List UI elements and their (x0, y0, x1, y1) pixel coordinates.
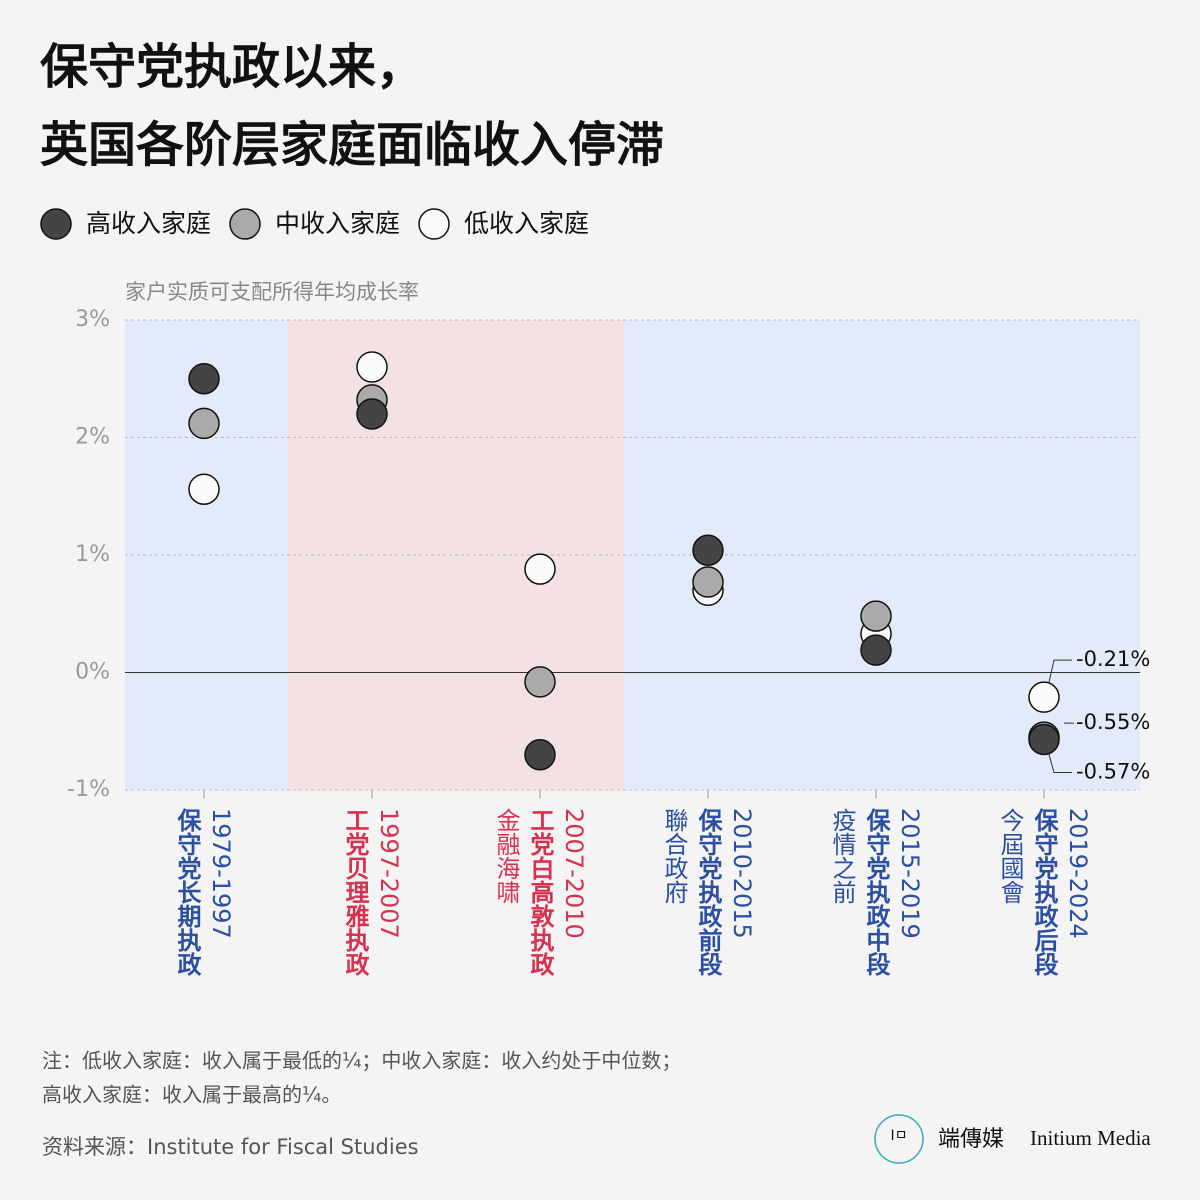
source: 资料来源：Institute for Fiscal Studies (42, 1135, 419, 1159)
y-tick-label: 0% (75, 660, 110, 685)
dot (1028, 681, 1060, 713)
x-tick-label: 2015-2019 (896, 808, 924, 939)
chart-title: 保守党执政以来， (40, 39, 424, 95)
dot (188, 473, 220, 505)
x-tick-label: 1979-1997 (207, 808, 235, 939)
data-label: -0.21% (1076, 647, 1150, 671)
x-tick-label: 2019-2024 (1064, 808, 1092, 939)
y-tick-label: -1% (67, 777, 110, 802)
period-label: 保守党执政前段 (694, 808, 723, 977)
note: 注：低收入家庭：收入属于最低的¼；中收入家庭：收入约处于中位数； (42, 1049, 681, 1073)
dot (860, 634, 892, 666)
logo-mark: Iㅁ (890, 1128, 907, 1144)
x-tick-label: 2010-2015 (728, 808, 756, 939)
period-band (125, 320, 288, 790)
legend-label: 中收入家庭 (275, 209, 400, 238)
period-label: 保守党执政中段 (862, 808, 891, 977)
chart-title: 英国各阶层家庭面临收入停滞 (40, 117, 664, 173)
period-label: 保守党执政后段 (1030, 808, 1059, 977)
label-leader (1048, 754, 1072, 773)
dot (692, 534, 724, 567)
dot (860, 600, 892, 632)
dot (356, 398, 388, 430)
logo (874, 1114, 924, 1164)
brand-en: Initium Media (1030, 1126, 1151, 1150)
period-label: 工党贝理雅执政 (341, 808, 369, 977)
dot (524, 739, 556, 771)
period-note: 金融海啸 (492, 808, 520, 904)
y-tick-label: 3% (75, 307, 110, 332)
brand: 端傳媒 (938, 1127, 1004, 1152)
label-leader (1048, 659, 1072, 683)
x-tick-label: 2007-2010 (560, 808, 588, 939)
dot (524, 666, 556, 698)
period-note: 疫情之前 (828, 808, 856, 904)
dot (1028, 723, 1060, 756)
period-label: 保守党长期执政 (173, 808, 202, 977)
y-axis-label: 家户实质可支配所得年均成长率 (125, 280, 419, 304)
x-tick-label: 1997-2007 (375, 808, 403, 939)
y-tick-label: 1% (75, 542, 110, 567)
dot (356, 351, 388, 383)
data-label: -0.55% (1076, 710, 1150, 734)
dot (692, 566, 724, 598)
period-label: 工党白高敦执政 (526, 808, 554, 977)
period-note: 聯合政府 (660, 808, 688, 904)
legend-label: 低收入家庭 (464, 209, 589, 238)
dot (188, 407, 220, 440)
y-tick-label: 2% (75, 425, 110, 450)
period-note: 今屆國會 (996, 808, 1024, 904)
dot (188, 363, 220, 395)
legend-marker (40, 208, 72, 240)
legend-label: 高收入家庭 (86, 209, 211, 238)
legend-marker (418, 208, 450, 240)
note: 高收入家庭：收入属于最高的¼。 (42, 1083, 341, 1107)
legend-marker (229, 208, 261, 240)
data-label: -0.57% (1076, 759, 1150, 783)
dot (524, 553, 556, 585)
